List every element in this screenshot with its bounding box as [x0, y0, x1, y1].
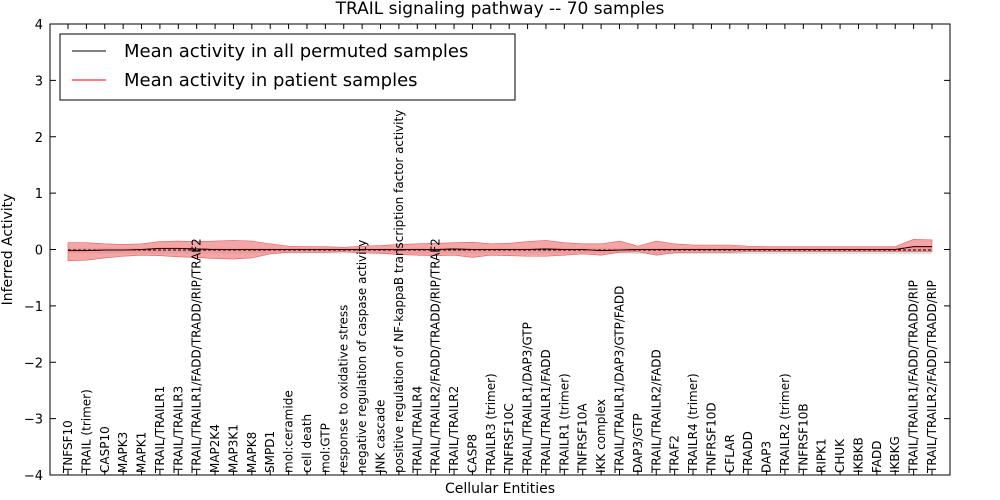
x-category-label: TNFRSF10D — [704, 402, 718, 474]
y-tick-label: −3 — [24, 413, 43, 428]
x-category-label: TNFRSF10C — [502, 403, 516, 474]
x-category-label: TRAIL/TRAILR1/DAP3/GTP — [521, 322, 535, 474]
x-category-label: negative regulation of caspase activity — [355, 240, 369, 473]
y-tick-label: 3 — [35, 74, 43, 89]
x-category-label: positive regulation of NF-kappaB transcr… — [392, 110, 406, 473]
x-category-label: TRAILR3 (trimer) — [484, 373, 498, 474]
y-tick-label: −4 — [24, 469, 43, 484]
legend-box — [59, 33, 516, 101]
x-category-label: TRADD — [741, 431, 755, 474]
x-category-label: mol:GTP — [318, 423, 332, 473]
x-category-label: IKBKB — [851, 437, 865, 473]
x-category-label: MAPK3 — [116, 432, 130, 473]
x-category-label: TNFRSF10B — [796, 403, 810, 474]
x-category-label: TRAIL/TRAILR1/DAP3/GTP/FADD — [612, 286, 626, 474]
legend-label-patient: Mean activity in patient samples — [124, 70, 418, 91]
x-category-label: TRAILR4 (trimer) — [686, 373, 700, 474]
x-category-label: CASP10 — [98, 426, 112, 473]
x-category-label: MAPK1 — [135, 432, 149, 473]
x-category-label: TRAIL (trimer) — [79, 389, 93, 474]
legend: Mean activity in all permuted samples Me… — [59, 33, 516, 101]
patient-mean-overlay — [68, 246, 932, 252]
x-category-label: TRAF2 — [668, 435, 682, 474]
x-category-label: MAP2K4 — [208, 424, 222, 473]
x-category-label: CASP8 — [465, 434, 479, 473]
y-axis-title: Inferred Activity — [0, 194, 16, 306]
x-category-label: CHUK — [833, 438, 847, 473]
plot-area — [67, 239, 933, 262]
x-category-label: TRAIL/TRAILR2/FADD — [649, 349, 663, 474]
x-category-label: TRAIL/TRAILR1/FADD/TRADD/RIP — [907, 280, 921, 474]
x-axis-category-labels: TNFSF10 TRAIL (trimer) CASP10 MAPK3 MAPK1 TRA… — [61, 24, 939, 475]
x-category-label: response to oxidative stress — [337, 305, 351, 473]
x-category-label: TRAIL/TRAILR3 — [171, 386, 185, 474]
chart-title: TRAIL signaling pathway -- 70 samples — [335, 0, 665, 19]
x-category-label: TRAIL/TRAILR1/FADD — [539, 349, 553, 474]
y-tick-label: 4 — [35, 18, 43, 33]
y-tick-label: −2 — [24, 356, 43, 371]
x-category-label: cell death — [300, 414, 314, 473]
y-tick-label: 2 — [35, 131, 43, 146]
x-category-label: IKBKG — [888, 436, 902, 473]
x-axis-title: Cellular Entities — [445, 481, 555, 497]
y-tick-label: −1 — [24, 300, 43, 315]
x-category-label: TRAILR1 (trimer) — [557, 373, 571, 474]
y-tick-label: 1 — [35, 187, 43, 202]
x-category-label: TRAIL/TRAILR1 — [153, 386, 167, 474]
x-category-label: IKK complex — [594, 399, 608, 473]
x-category-label: JNK cascade — [374, 400, 388, 474]
x-category-label: MAPK8 — [245, 432, 259, 473]
x-category-label: TRAIL/TRAILR2 — [447, 386, 461, 474]
x-category-label: mol:ceramide — [282, 390, 296, 473]
x-category-label: TRAIL/TRAILR4 — [410, 386, 424, 474]
x-category-label: DAP3 — [760, 441, 774, 473]
x-category-label: SMPD1 — [263, 431, 277, 473]
x-category-label: TNFRSF10A — [576, 403, 590, 474]
x-category-label: CFLAR — [723, 434, 737, 473]
x-category-label: RIPK1 — [815, 438, 829, 473]
y-axis: −4 −3 −2 −1 0 1 2 3 4 — [24, 18, 950, 484]
x-category-label: TNFSF10 — [61, 420, 75, 474]
x-category-label: TRAIL/TRAILR2/FADD/TRADD/RIP — [925, 280, 939, 474]
x-category-label: TRAIL/TRAILR2/FADD/TRADD/RIP/TRAF2 — [429, 238, 443, 474]
x-category-label: TRAILR2 (trimer) — [778, 373, 792, 474]
x-category-label: DAP3/GTP — [631, 413, 645, 473]
y-tick-label: 0 — [35, 244, 43, 259]
x-category-label: MAP3K1 — [226, 424, 240, 473]
legend-label-permuted: Mean activity in all permuted samples — [124, 41, 468, 62]
x-category-label: TRAIL/TRAILR1/FADD/TRADD/RIP/TRAF2 — [190, 238, 204, 474]
x-category-label: FADD — [870, 441, 884, 474]
plot-frame — [49, 23, 951, 476]
